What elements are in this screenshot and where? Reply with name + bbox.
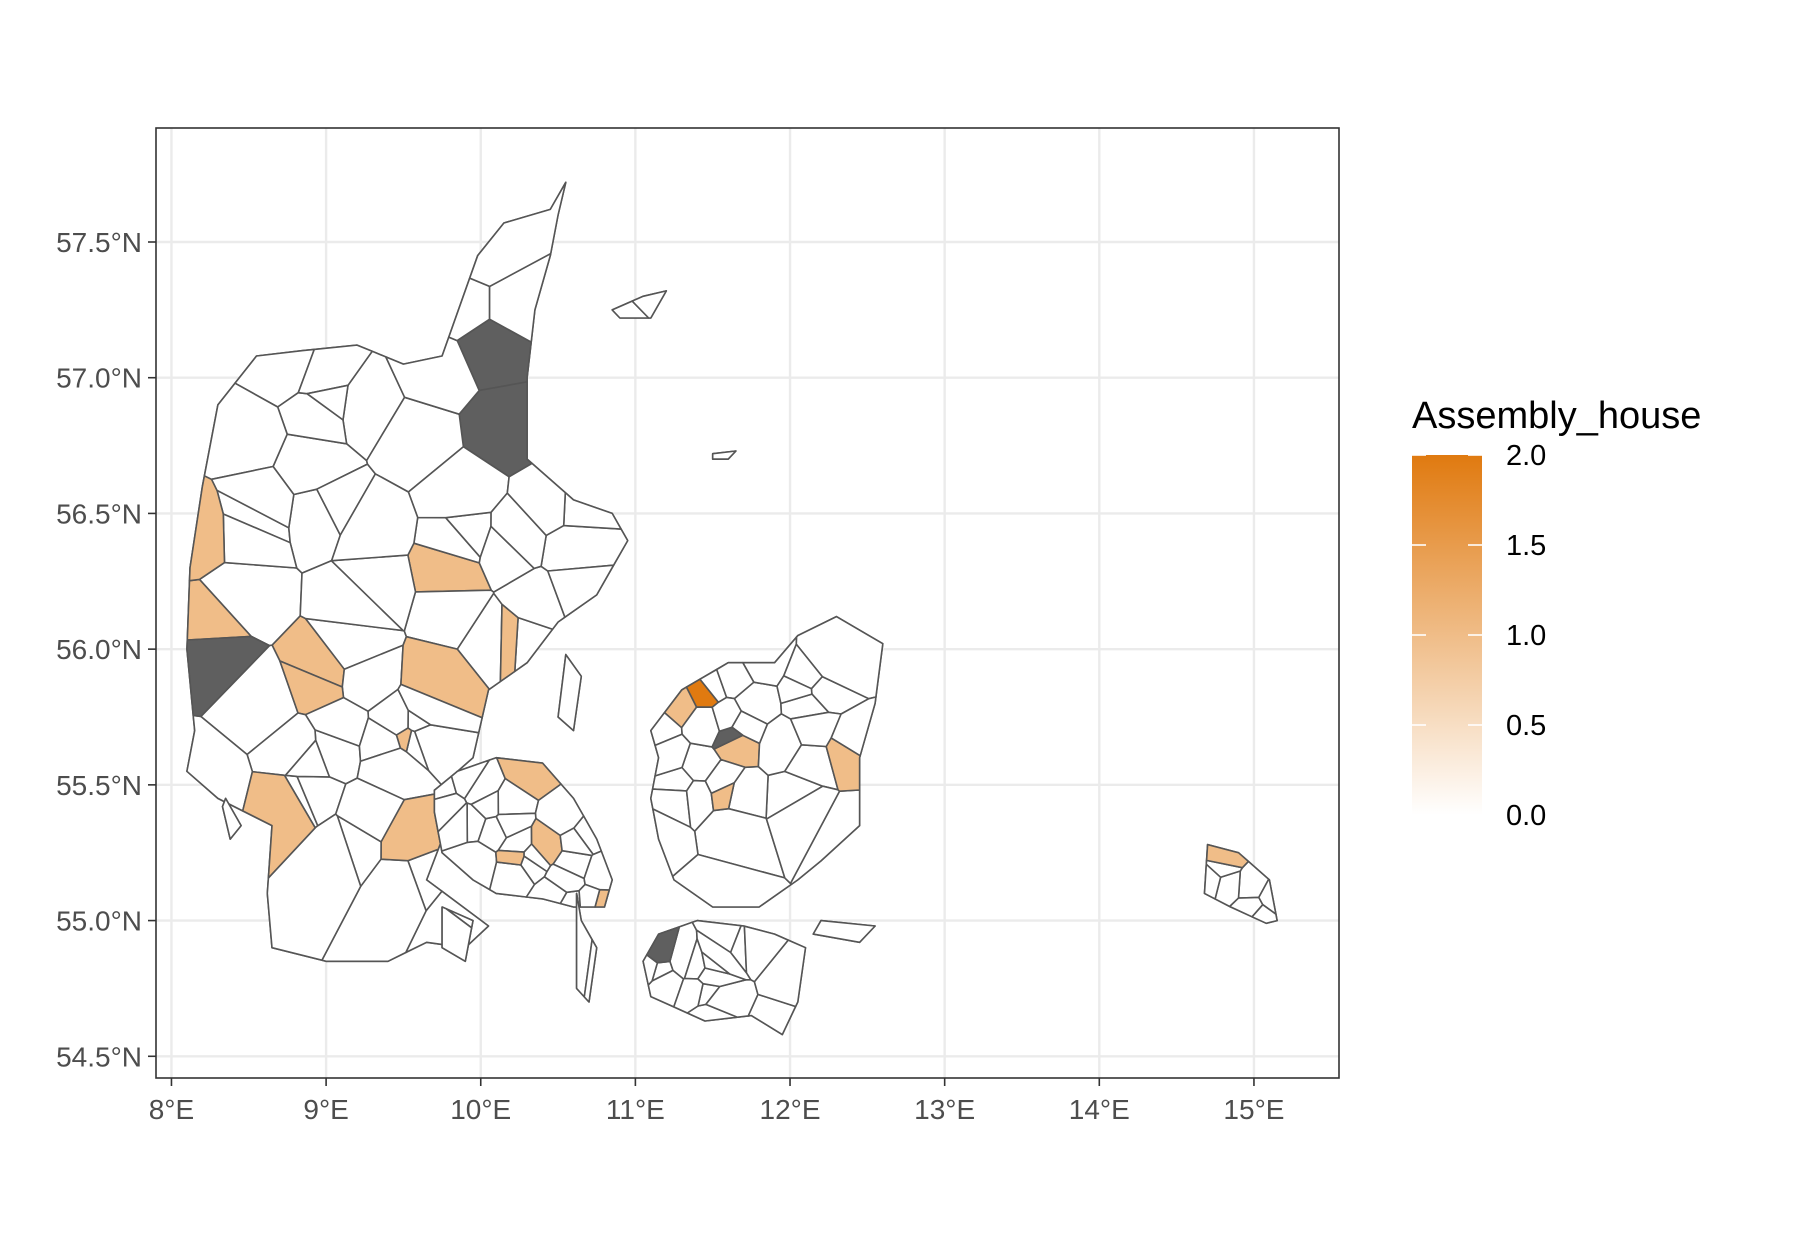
x-tick-label: 10°E [450,1094,511,1125]
y-tick-label: 57.0°N [56,363,142,394]
x-tick-label: 13°E [914,1094,975,1125]
x-tick-label: 12°E [760,1094,821,1125]
legend-tick-label: 1.0 [1506,620,1546,652]
x-tick-label: 14°E [1069,1094,1130,1125]
municipality [579,884,600,907]
legend-title: Assembly_house [1412,395,1701,437]
y-tick-label: 56.5°N [56,498,142,529]
x-tick-label: 15°E [1223,1094,1284,1125]
x-tick-label: 11°E [606,1094,665,1125]
municipality [541,526,628,571]
y-tick-label: 55.0°N [56,906,142,937]
legend-tick-label: 0.0 [1506,800,1546,832]
legend-tick-label: 2.0 [1506,440,1546,472]
municipality [496,850,524,865]
legend-tick-label: 0.5 [1506,710,1546,742]
x-tick-label: 8°E [149,1094,194,1125]
y-tick-label: 57.5°N [56,227,142,258]
legend: Assembly_house 0.0 0.5 1.0 1.5 2.0 [1412,395,1701,832]
y-tick-label: 56.0°N [56,634,142,665]
y-tick-label: 55.5°N [56,770,142,801]
legend-tick-label: 1.5 [1506,530,1546,562]
x-tick-label: 9°E [303,1094,348,1125]
y-tick-label: 54.5°N [56,1041,142,1072]
